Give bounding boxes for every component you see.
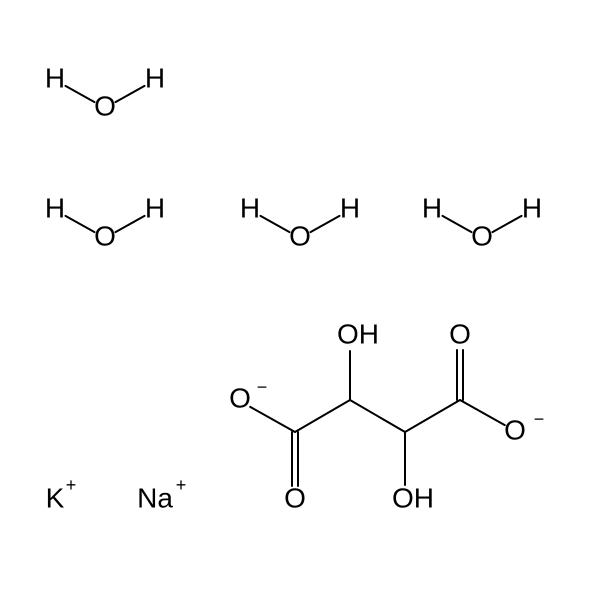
sodium-cation: Na+ [137,475,186,514]
sodium-cation-charge: + [176,475,187,495]
hydrogen-label: H [45,192,65,223]
oxygen-label: O [94,90,116,121]
hydrogen-label: H [240,192,260,223]
hydroxyl-label: OH [337,318,379,349]
potassium-cation-charge: + [66,475,77,495]
potassium-cation-symbol: K [46,482,65,513]
hydrogen-label: H [145,62,165,93]
water-1: HOH [45,62,165,121]
oxygen-label: O [94,220,116,251]
hydroxyl-label: OH [392,482,434,513]
potassium-cation: K+ [46,475,77,514]
oxygen-label: O [284,482,306,513]
oxygen-label: O [289,220,311,251]
water-2: HOH [45,192,165,251]
hydrogen-label: H [422,192,442,223]
hydrogen-label: H [145,192,165,223]
hydrogen-label: H [340,192,360,223]
water-4: HOH [422,192,542,251]
neg-charge-label: − [257,377,268,397]
oxygen-label: O [449,318,471,349]
sodium-cation-symbol: Na [137,482,173,513]
tartrate-dianion: O−OOHOHOO− [229,318,544,513]
molecule-diagram: HOHHOHHOHHOHK+Na+O−OOHOHOO− [0,0,600,600]
hydrogen-label: H [45,62,65,93]
neg-charge-label: − [534,409,545,429]
oxygen-anion-label: O [504,414,526,445]
hydrogen-label: H [522,192,542,223]
oxygen-anion-label: O [229,382,251,413]
oxygen-label: O [471,220,493,251]
water-3: HOH [240,192,360,251]
